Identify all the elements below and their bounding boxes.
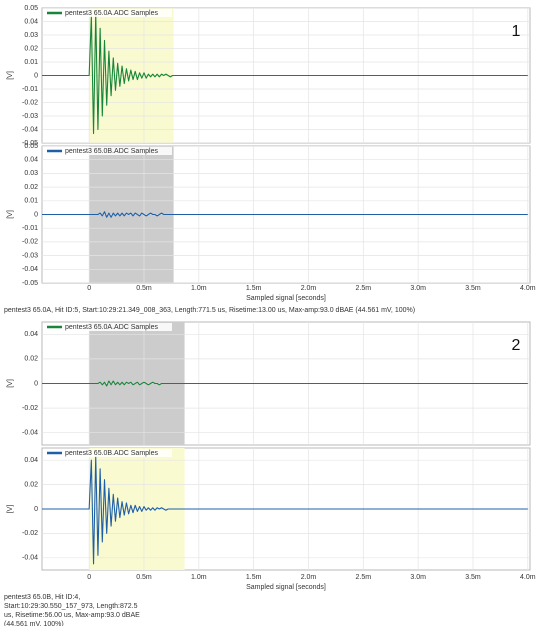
y-tick-label: -0.04: [22, 126, 38, 133]
panel-number: 2: [512, 337, 521, 354]
status-line: us, Risetime:56.00 us, Max-amp:93.0 dBAE: [4, 612, 140, 619]
x-axis-label: Sampled signal [seconds]: [246, 295, 326, 302]
y-tick-label: 0.05: [24, 143, 38, 150]
y-tick-label: -0.04: [22, 430, 38, 437]
y-tick-label: 0.02: [24, 481, 38, 488]
x-tick-label: 2.0m: [301, 574, 317, 581]
waveform-line: [42, 380, 528, 387]
y-tick-label: 0.04: [24, 457, 38, 464]
x-tick-label: 4.0m: [520, 285, 536, 292]
y-tick-label: 0.03: [24, 32, 38, 39]
x-tick-label: 0.5m: [136, 285, 152, 292]
x-tick-label: 1.0m: [191, 574, 207, 581]
y-tick-label: 0.03: [24, 170, 38, 177]
y-tick-label: 0.05: [24, 5, 38, 12]
x-tick-label: 1.5m: [246, 574, 262, 581]
y-axis-label: [V]: [7, 210, 14, 219]
y-tick-label: 0.04: [24, 18, 38, 25]
panel-number: 1: [512, 23, 521, 40]
x-tick-label: 0.5m: [136, 574, 152, 581]
waveform-line: [42, 211, 528, 218]
y-tick-label: 0: [34, 211, 38, 218]
x-axis-label: Sampled signal [seconds]: [246, 584, 326, 591]
y-tick-label: -0.04: [22, 555, 38, 562]
y-tick-label: -0.02: [22, 99, 38, 106]
y-tick-label: -0.02: [22, 530, 38, 537]
waveform-line: [42, 12, 528, 135]
status-line: pentest3 65.0A, Hit ID:5, Start:10:29:21…: [4, 307, 415, 314]
y-tick-label: 0: [34, 72, 38, 79]
y-tick-label: -0.01: [22, 225, 38, 232]
legend-label: pentest3 65.0B.ADC Samples: [65, 148, 158, 155]
plot-layer: [42, 8, 530, 143]
y-tick-label: -0.02: [22, 405, 38, 412]
y-tick-label: -0.02: [22, 239, 38, 246]
x-tick-label: 0: [87, 574, 91, 581]
y-tick-label: -0.04: [22, 266, 38, 273]
x-tick-label: 2.0m: [301, 285, 317, 292]
y-tick-label: -0.05: [22, 140, 38, 147]
x-tick-label: 2.5m: [356, 574, 372, 581]
y-tick-label: 0: [34, 506, 38, 513]
y-tick-label: 0.04: [24, 331, 38, 338]
y-tick-label: 0.02: [24, 184, 38, 191]
x-tick-label: 1.5m: [246, 285, 262, 292]
x-tick-label: 1.0m: [191, 285, 207, 292]
status-line: (44.561 mV, 100%): [4, 621, 64, 626]
y-tick-label: -0.01: [22, 86, 38, 93]
x-tick-label: 3.5m: [465, 285, 481, 292]
x-tick-label: 3.5m: [465, 574, 481, 581]
x-tick-label: 4.0m: [520, 574, 536, 581]
x-tick-label: 3.0m: [410, 574, 426, 581]
y-tick-label: 0.02: [24, 45, 38, 52]
legend-box: [44, 323, 172, 331]
x-tick-label: 2.5m: [356, 285, 372, 292]
y-tick-label: 0.01: [24, 59, 38, 66]
plot-layer: [42, 448, 530, 570]
y-axis-label: [V]: [7, 505, 14, 514]
y-tick-label: -0.05: [22, 280, 38, 287]
y-tick-label: -0.03: [22, 113, 38, 120]
status-line: Start:10:29:30.550_157_973, Length:872.5: [4, 603, 138, 610]
legend-label: pentest3 65.0A.ADC Samples: [65, 324, 158, 331]
y-tick-label: 0.02: [24, 356, 38, 363]
plot-layer: [42, 146, 530, 283]
legend-box: [44, 147, 172, 155]
x-tick-label: 3.0m: [410, 285, 426, 292]
x-tick-label: 0: [87, 285, 91, 292]
status-line: pentest3 65.0B, Hit ID:4,: [4, 594, 80, 601]
y-tick-label: -0.03: [22, 252, 38, 259]
legend-label: pentest3 65.0A.ADC Samples: [65, 10, 158, 17]
plot-layer: [42, 322, 530, 445]
y-tick-label: 0.01: [24, 198, 38, 205]
legend-label: pentest3 65.0B.ADC Samples: [65, 450, 158, 457]
y-axis-label: [V]: [7, 379, 14, 388]
y-tick-label: 0: [34, 380, 38, 387]
legend-box: [44, 9, 172, 17]
y-axis-label: [V]: [7, 71, 14, 80]
legend-box: [44, 449, 172, 457]
y-tick-label: 0.04: [24, 157, 38, 164]
waveform-line: [42, 455, 528, 565]
